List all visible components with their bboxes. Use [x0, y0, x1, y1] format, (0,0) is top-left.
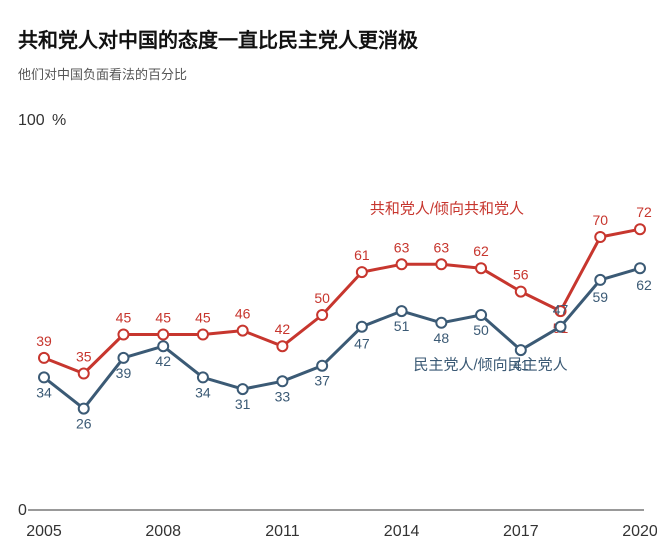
x-tick-label: 2014 — [384, 523, 420, 540]
series-marker-rep — [79, 369, 89, 379]
value-label-rep: 35 — [76, 349, 92, 365]
series-marker-rep — [198, 330, 208, 340]
x-tick-label: 2005 — [26, 523, 62, 540]
series-marker-dem — [436, 318, 446, 328]
value-label-rep: 62 — [473, 243, 489, 259]
value-label-rep: 42 — [275, 321, 291, 337]
series-marker-dem — [556, 322, 566, 332]
value-label-dem: 33 — [275, 388, 291, 404]
x-tick-label: 2011 — [265, 523, 300, 540]
chart-svg: 0 100% 2005 2008 2011 2014 2017 2020 39 35 45 45 45 4… — [0, 0, 657, 554]
series-marker-rep — [397, 259, 407, 269]
value-label-rep: 70 — [592, 212, 608, 228]
y-tick-label: 100 — [18, 112, 45, 129]
series-legend-dem: 民主党人/倾向民主党人 — [414, 357, 568, 374]
series-legend-rep: 共和党人/倾向共和党人 — [370, 201, 524, 218]
series-marker-rep — [476, 263, 486, 273]
series-marker-dem — [476, 310, 486, 320]
value-label-rep: 63 — [394, 239, 410, 255]
series-marker-dem — [238, 384, 248, 394]
value-label-dem: 51 — [394, 318, 410, 334]
x-tick-label: 2008 — [145, 523, 181, 540]
series-marker-rep — [118, 330, 128, 340]
series-marker-dem — [158, 341, 168, 351]
value-label-dem: 48 — [434, 330, 450, 346]
series-marker-dem — [198, 372, 208, 382]
series-marker-rep — [238, 326, 248, 336]
series-marker-rep — [357, 267, 367, 277]
chart-container: 共和党人对中国的态度一直比民主党人更消极 他们对中国负面看法的百分比 0100%… — [0, 0, 657, 554]
series-marker-dem — [595, 275, 605, 285]
value-label-dem: 47 — [354, 336, 370, 352]
value-label-rep: 45 — [116, 310, 132, 326]
value-label-dem: 31 — [235, 396, 251, 412]
value-label-dem: 34 — [36, 384, 52, 400]
value-label-dem: 50 — [473, 322, 489, 338]
value-label-rep: 50 — [314, 290, 330, 306]
series-marker-rep — [39, 353, 49, 363]
series-marker-dem — [516, 345, 526, 355]
series-marker-rep — [595, 232, 605, 242]
series-marker-dem — [79, 404, 89, 414]
series-line-dem — [44, 268, 640, 408]
series-marker-rep — [516, 287, 526, 297]
value-label-rep: 39 — [36, 333, 52, 349]
series-marker-dem — [635, 263, 645, 273]
series-marker-dem — [39, 372, 49, 382]
series-marker-rep — [277, 341, 287, 351]
series-marker-dem — [277, 376, 287, 386]
value-label-rep: 61 — [354, 247, 370, 263]
series-marker-rep — [158, 330, 168, 340]
series-marker-rep — [635, 224, 645, 234]
x-tick-label: 2017 — [503, 523, 539, 540]
series-marker-dem — [357, 322, 367, 332]
series-marker-dem — [397, 306, 407, 316]
series-marker-rep — [436, 259, 446, 269]
value-label-dem: 34 — [195, 384, 211, 400]
y-percent-suffix: % — [52, 112, 66, 129]
value-label-dem: 42 — [155, 353, 171, 369]
value-label-dem: 39 — [116, 365, 132, 381]
value-label-dem: 59 — [592, 289, 608, 305]
value-label-rep: 45 — [155, 310, 171, 326]
series-marker-rep — [317, 310, 327, 320]
value-label-rep: 63 — [434, 239, 450, 255]
series-marker-dem — [317, 361, 327, 371]
series-marker-dem — [118, 353, 128, 363]
value-label-dem: 26 — [76, 416, 92, 432]
x-tick-label: 2020 — [622, 523, 657, 540]
value-label-dem: 47 — [553, 302, 569, 318]
value-label-rep: 45 — [195, 310, 211, 326]
series-line-rep — [44, 229, 640, 373]
value-label-rep: 46 — [235, 306, 251, 322]
value-label-rep: 56 — [513, 267, 529, 283]
value-label-rep: 72 — [636, 204, 652, 220]
y-tick-label: 0 — [18, 502, 27, 519]
value-label-dem: 37 — [314, 373, 330, 389]
value-label-dem: 62 — [636, 277, 652, 293]
